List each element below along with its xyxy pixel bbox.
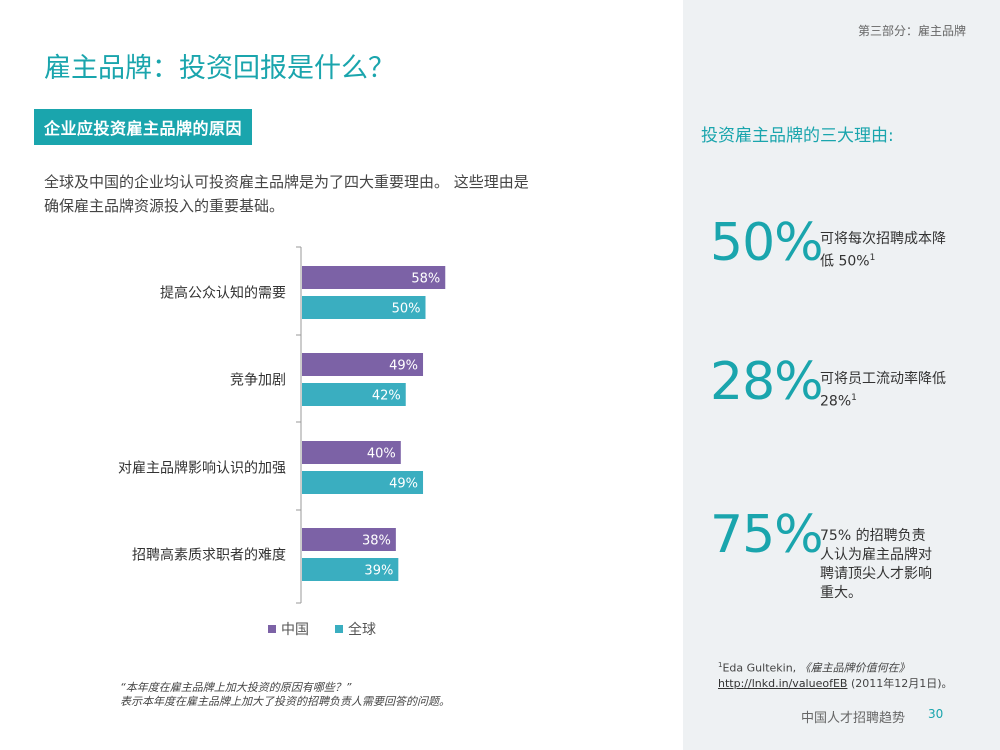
section-label: 第三部分：雇主品牌	[857, 24, 966, 38]
page-number: 30	[928, 707, 944, 721]
stat-text-1: 可将每次招聘成本降低 50%	[820, 231, 946, 270]
category-label: 提高公众认知的需要	[160, 285, 286, 302]
sidebar-heading: 投资雇主品牌的三大理由:	[701, 126, 894, 146]
sidebar-panel	[683, 0, 1000, 750]
stat-value-1: 50%	[710, 213, 824, 273]
legend-item-global: 全球	[335, 619, 376, 639]
bar-china	[302, 441, 401, 464]
bar-global	[302, 296, 426, 319]
bar-china	[302, 353, 424, 376]
legend-swatch-china	[268, 625, 276, 633]
intro-line-1: 全球及中国的企业均认可投资雇主品牌是为了四大重要理由。 这些理由是	[44, 173, 529, 191]
bar-value-label: 39%	[364, 564, 393, 579]
category-label: 竞争加剧	[230, 372, 286, 389]
bar-global	[302, 558, 399, 581]
report-name: 中国人才招聘趋势	[801, 711, 906, 726]
ref-sup: 1	[718, 661, 723, 669]
intro-text: 全球及中国的企业均认可投资雇主品牌是为了四大重要理由。 这些理由是 确保雇主品牌…	[44, 170, 604, 218]
chart-footnote: “本年度在雇主品牌上加大投资的原因有哪些？” 表示本年度在雇主品牌上加大了投资的…	[120, 681, 560, 709]
bar-value-label: 42%	[372, 389, 401, 404]
stat-text-3: 75% 的招聘负责人认为雇主品牌对聘请顶尖人才影响重大。	[820, 528, 932, 601]
ref-book: 《雇主品牌价值何在》	[799, 661, 910, 675]
bar-value-label: 49%	[389, 477, 418, 492]
stat-sup-1: 1	[869, 253, 876, 263]
ref-link[interactable]: http://lnkd.in/valueofEB	[718, 676, 848, 690]
page-title: 雇主品牌：投资回报是什么？	[44, 53, 395, 84]
bar-value-label: 49%	[389, 359, 418, 374]
stat-desc-2: 可将员工流动率降低 28%1	[820, 370, 950, 412]
footnote-question: “本年度在雇主品牌上加大投资的原因有哪些？”	[120, 681, 352, 694]
reference: 1Eda Gultekin, 《雇主品牌价值何在》 http://lnkd.in…	[718, 658, 988, 691]
legend-item-china: 中国	[268, 619, 309, 639]
sub-header: 企业应投资雇主品牌的原因	[34, 109, 253, 145]
stat-sup-2: 1	[851, 393, 857, 403]
footnote-explanation: 表示本年度在雇主品牌上加大了投资的招聘负责人需要回答的问题。	[120, 695, 450, 708]
stat-desc-1: 可将每次招聘成本降低 50%1	[820, 230, 950, 272]
bar-china	[302, 266, 446, 289]
bar-chart: 提高公众认知的需要 58% 50% 竞争加剧 49% 42% 对雇主品牌影响认识的加强 40%…	[118, 246, 446, 604]
bar-value-label: 50%	[392, 302, 421, 317]
chart-legend: 中国 全球	[268, 619, 376, 639]
bar-value-label: 38%	[362, 534, 391, 549]
legend-label-china: 中国	[281, 622, 309, 638]
ref-author: Eda Gultekin,	[722, 661, 800, 675]
ref-date: (2011年12月1日)。	[847, 676, 953, 690]
category-label: 对雇主品牌影响认识的加强	[118, 460, 286, 477]
bar-value-label: 58%	[411, 272, 440, 287]
bar-global	[302, 383, 406, 406]
category-label: 招聘高素质求职者的难度	[132, 547, 286, 564]
stat-value-3: 75%	[710, 505, 824, 565]
bar-value-label: 40%	[367, 447, 396, 462]
legend-label-global: 全球	[348, 622, 376, 638]
intro-line-2: 确保雇主品牌资源投入的重要基础。	[44, 197, 285, 215]
bar-global	[302, 471, 424, 494]
stat-desc-3: 75% 的招聘负责人认为雇主品牌对聘请顶尖人才影响重大。	[820, 527, 935, 603]
legend-swatch-global	[335, 625, 343, 633]
stat-text-2: 可将员工流动率降低 28%	[820, 371, 946, 410]
bar-china	[302, 528, 396, 551]
stat-value-2: 28%	[710, 352, 824, 412]
